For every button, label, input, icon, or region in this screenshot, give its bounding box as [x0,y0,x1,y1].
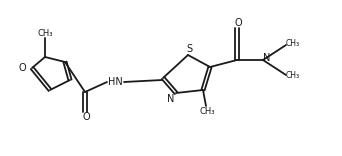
Text: N: N [263,53,271,63]
Text: CH₃: CH₃ [286,39,300,49]
Text: CH₃: CH₃ [199,107,215,117]
Text: CH₃: CH₃ [286,71,300,80]
Text: O: O [234,18,242,28]
Text: S: S [186,44,192,54]
Text: N: N [167,94,175,104]
Text: CH₃: CH₃ [37,29,53,37]
Text: O: O [18,63,26,73]
Text: O: O [82,112,90,122]
Text: HN: HN [108,77,122,87]
